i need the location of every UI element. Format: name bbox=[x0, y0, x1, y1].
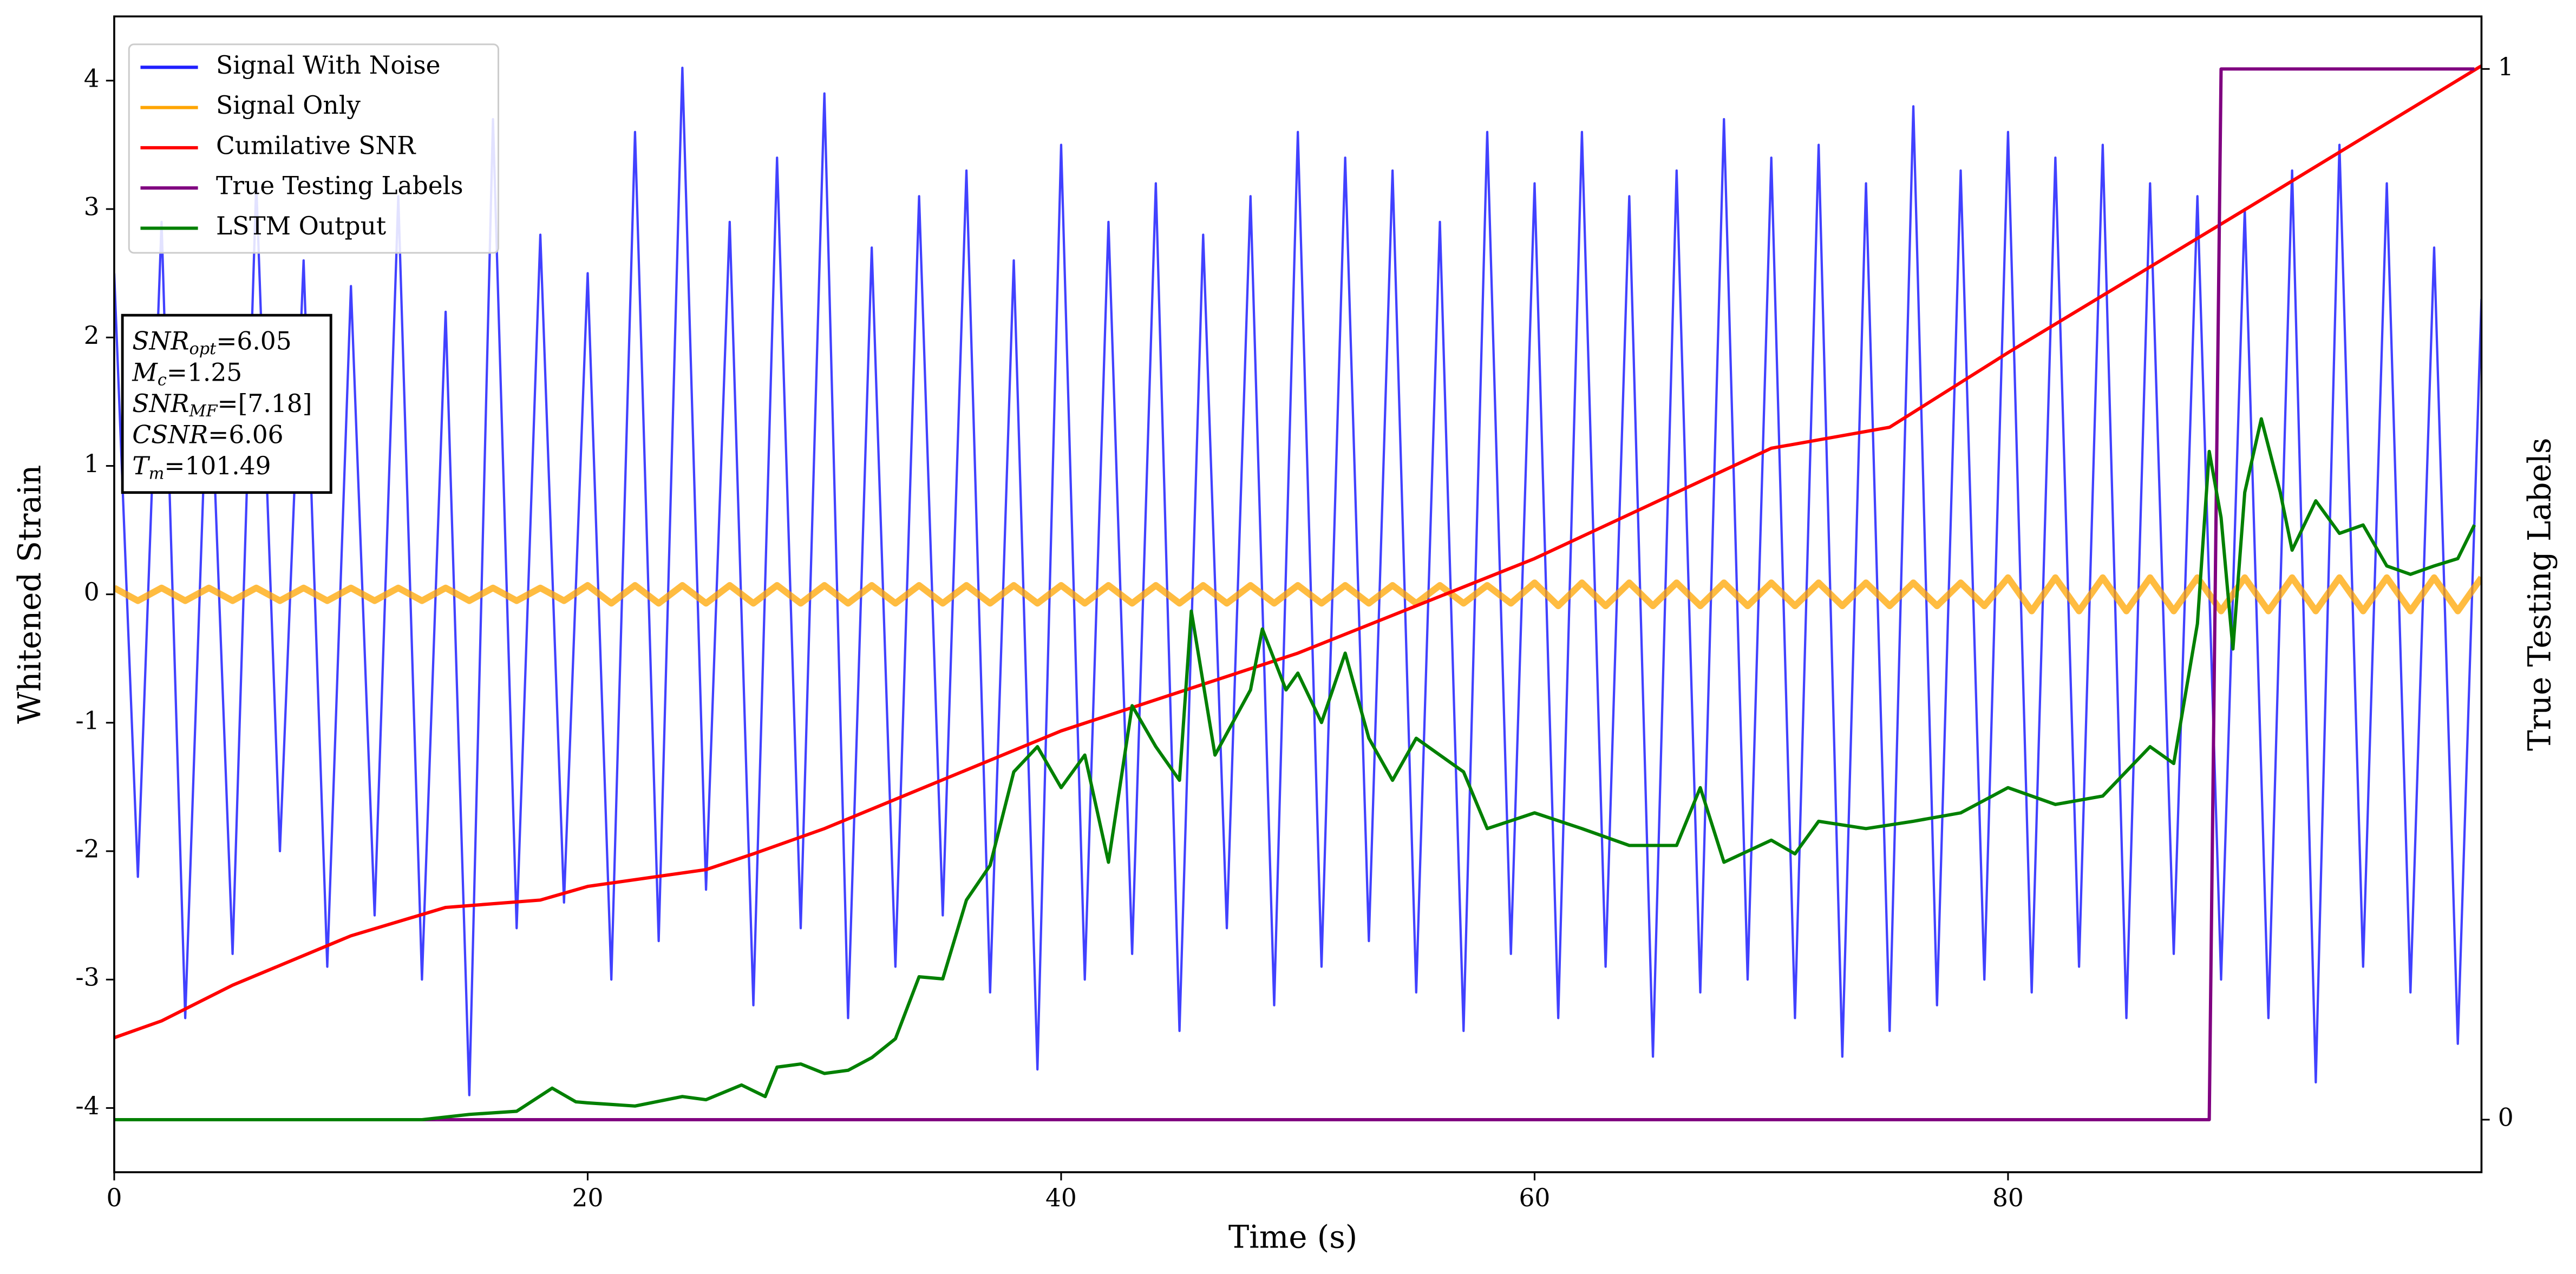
annotation-text: Mc=1.25 bbox=[132, 358, 242, 390]
annotation-value: =6.06 bbox=[208, 420, 283, 449]
y-axis-label: Whitened Strain bbox=[11, 465, 48, 723]
plot-frame bbox=[113, 15, 2483, 1173]
series-line bbox=[114, 67, 2475, 1122]
legend-box bbox=[128, 43, 500, 254]
series-line bbox=[114, 64, 2482, 1040]
plot-area bbox=[114, 64, 2482, 1122]
x-tick-label: 60 bbox=[1519, 1184, 1551, 1212]
annotation-value: =101.49 bbox=[164, 452, 271, 480]
annotation-text: Tm=101.49 bbox=[132, 452, 271, 484]
series-line bbox=[114, 574, 2482, 615]
annotation-subscript: MF bbox=[188, 402, 218, 421]
annotation-subscript: m bbox=[149, 464, 165, 483]
series-line bbox=[114, 417, 2476, 1122]
y2-axis-label: True Testing Labels bbox=[2522, 437, 2558, 751]
y-tick-label: -3 bbox=[75, 963, 99, 992]
annotation-box bbox=[121, 313, 332, 494]
x-axis-label: Time (s) bbox=[1228, 1219, 1357, 1255]
annotation-subscript: c bbox=[158, 370, 167, 389]
annotation-symbol: SNR bbox=[132, 389, 189, 417]
y-tick-label: 2 bbox=[84, 321, 100, 350]
y-tick-label: 0 bbox=[84, 578, 100, 606]
x-tick-label: 20 bbox=[572, 1184, 604, 1212]
annotation-symbol: T bbox=[132, 452, 151, 480]
annotation-value: =1.25 bbox=[167, 358, 242, 387]
legend-label: Cumilative SNR bbox=[216, 131, 416, 160]
x-tick-label: 0 bbox=[106, 1184, 122, 1212]
annotation-value: =[7.18] bbox=[218, 389, 312, 417]
legend-label: Signal Only bbox=[216, 91, 361, 120]
y2-tick-label: 0 bbox=[2498, 1103, 2514, 1132]
y-tick-label: -1 bbox=[75, 706, 99, 735]
y-tick-label: -2 bbox=[75, 835, 99, 864]
y-tick-label: 3 bbox=[84, 193, 100, 221]
y2-tick-label: 1 bbox=[2498, 53, 2514, 81]
x-tick-label: 40 bbox=[1045, 1184, 1077, 1212]
y-tick-label: -4 bbox=[75, 1092, 99, 1120]
annotation-symbol: M bbox=[132, 358, 158, 387]
y-tick-label: 1 bbox=[84, 449, 100, 478]
annotation-symbol: CSNR bbox=[132, 420, 208, 449]
x-tick-label: 80 bbox=[1992, 1184, 2024, 1212]
series-line bbox=[114, 67, 2482, 1096]
annotation-text: SNRMF=[7.18] bbox=[132, 389, 312, 421]
annotation-text: CSNR=6.06 bbox=[132, 420, 283, 449]
legend-label: Signal With Noise bbox=[216, 51, 441, 80]
legend-label: True Testing Labels bbox=[216, 172, 463, 200]
annotation-subscript: opt bbox=[189, 339, 217, 358]
annotation-symbol: SNR bbox=[132, 326, 189, 355]
annotation-value: =6.05 bbox=[216, 326, 291, 355]
y-tick-label: 4 bbox=[84, 64, 100, 93]
annotation-text: SNRopt=6.05 bbox=[132, 326, 291, 358]
legend-label: LSTM Output bbox=[216, 212, 386, 240]
